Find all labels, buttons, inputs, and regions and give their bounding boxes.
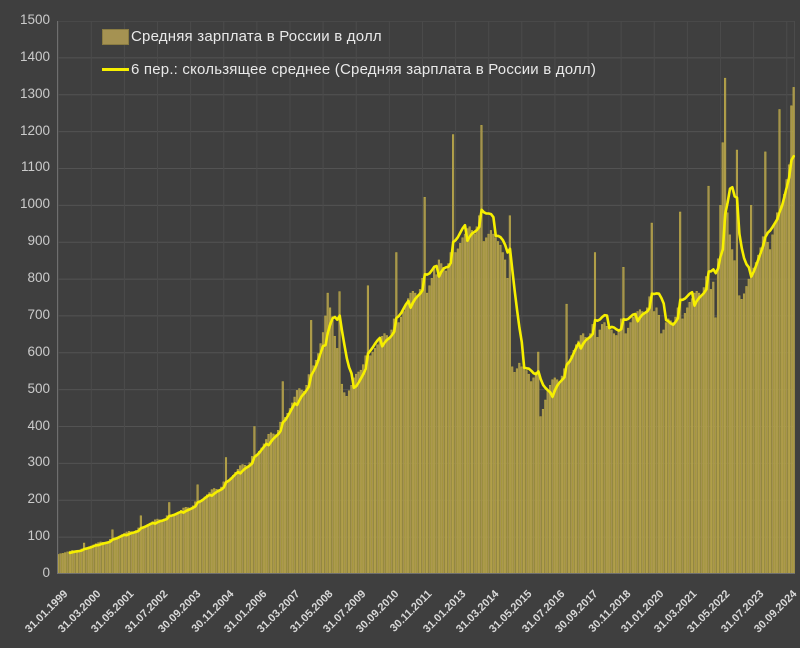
legend-item-moving-average: 6 пер.: скользящее среднее (Средняя зарп… (102, 53, 596, 86)
y-tick-label: 700 (27, 306, 50, 322)
y-tick-label: 500 (27, 380, 50, 396)
bar-swatch-icon (102, 28, 129, 45)
y-tick-label: 1100 (20, 159, 50, 175)
y-tick-label: 1400 (19, 48, 50, 64)
plot-area (57, 21, 795, 574)
y-tick-label: 1200 (19, 122, 50, 138)
chart-legend: Средняя зарплата в России в долл 6 пер.:… (102, 20, 596, 86)
y-tick-label: 1300 (19, 85, 50, 101)
line-swatch-icon (102, 68, 129, 71)
y-tick-label: 1000 (19, 196, 50, 212)
y-tick-label: 600 (27, 343, 50, 359)
y-tick-label: 0 (42, 565, 50, 580)
legend-bar-label: Средняя зарплата в России в долл (131, 28, 382, 45)
y-tick-label: 900 (27, 233, 50, 249)
y-tick-label: 100 (27, 528, 50, 544)
legend-item-bars: Средняя зарплата в России в долл (102, 20, 596, 53)
y-tick-label: 1500 (19, 12, 50, 27)
y-tick-label: 300 (27, 454, 50, 470)
y-tick-label: 400 (27, 417, 50, 433)
y-tick-label: 800 (27, 270, 50, 286)
legend-line-label: 6 пер.: скользящее среднее (Средняя зарп… (131, 61, 597, 78)
y-tick-label: 200 (27, 491, 50, 507)
plot-svg (57, 21, 795, 574)
